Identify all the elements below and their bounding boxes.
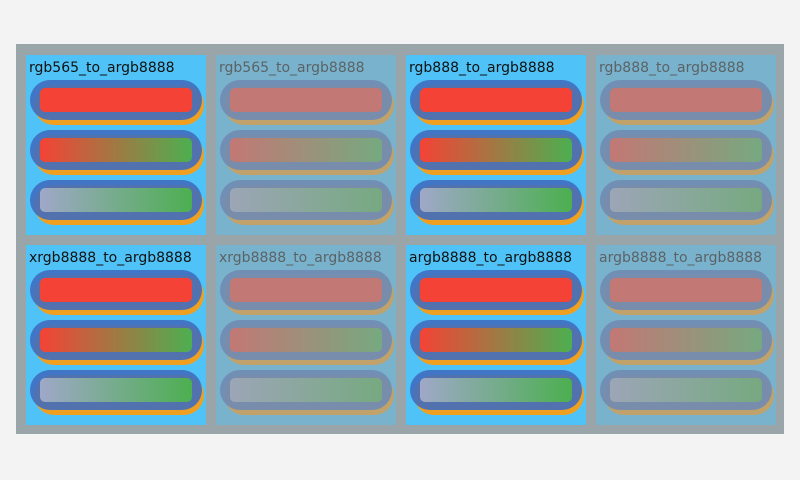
bar-fill	[420, 328, 572, 352]
bar-border	[600, 270, 772, 310]
bar-border	[220, 270, 392, 310]
panel: rgb888_to_argb8888	[596, 55, 776, 235]
bar-fill	[420, 378, 572, 402]
bar-shadow	[604, 275, 774, 315]
bar-fill	[610, 328, 762, 352]
bar-fill	[230, 88, 382, 112]
bar-shadow	[224, 275, 394, 315]
bar-fill	[230, 278, 382, 302]
panel-label: argb8888_to_argb8888	[599, 250, 762, 266]
bar-fill	[230, 188, 382, 212]
bar-fill	[40, 278, 192, 302]
panel: rgb888_to_argb8888	[406, 55, 586, 235]
panel-label: rgb565_to_argb8888	[29, 60, 175, 76]
bar-fill	[40, 378, 192, 402]
bar-fill	[610, 188, 762, 212]
bar-fill	[230, 378, 382, 402]
panel: rgb565_to_argb8888	[216, 55, 396, 235]
panel-label: rgb888_to_argb8888	[599, 60, 745, 76]
bar-fill	[40, 328, 192, 352]
panel-label: xrgb8888_to_argb8888	[29, 250, 192, 266]
bar-fill	[610, 138, 762, 162]
panel: xrgb8888_to_argb8888	[216, 245, 396, 425]
bar-fill	[610, 88, 762, 112]
panel: rgb565_to_argb8888	[26, 55, 206, 235]
bar-fill	[420, 278, 572, 302]
bar-fill	[230, 328, 382, 352]
bar-border	[220, 80, 392, 120]
bar-fill	[420, 138, 572, 162]
bar-fill	[420, 88, 572, 112]
bar-fill	[40, 188, 192, 212]
bar-fill	[610, 378, 762, 402]
panel-label: rgb888_to_argb8888	[409, 60, 555, 76]
panel: argb8888_to_argb8888	[596, 245, 776, 425]
bar-shadow	[224, 85, 394, 125]
bar-border	[600, 80, 772, 120]
panel: xrgb8888_to_argb8888	[26, 245, 206, 425]
panel-label: argb8888_to_argb8888	[409, 250, 572, 266]
bar-fill	[40, 88, 192, 112]
panel: argb8888_to_argb8888	[406, 245, 586, 425]
bar-fill	[610, 278, 762, 302]
bar-fill	[420, 188, 572, 212]
bar-shadow	[604, 85, 774, 125]
bar-fill	[230, 138, 382, 162]
bar-fill	[40, 138, 192, 162]
panel-label: xrgb8888_to_argb8888	[219, 250, 382, 266]
panel-label: rgb565_to_argb8888	[219, 60, 365, 76]
